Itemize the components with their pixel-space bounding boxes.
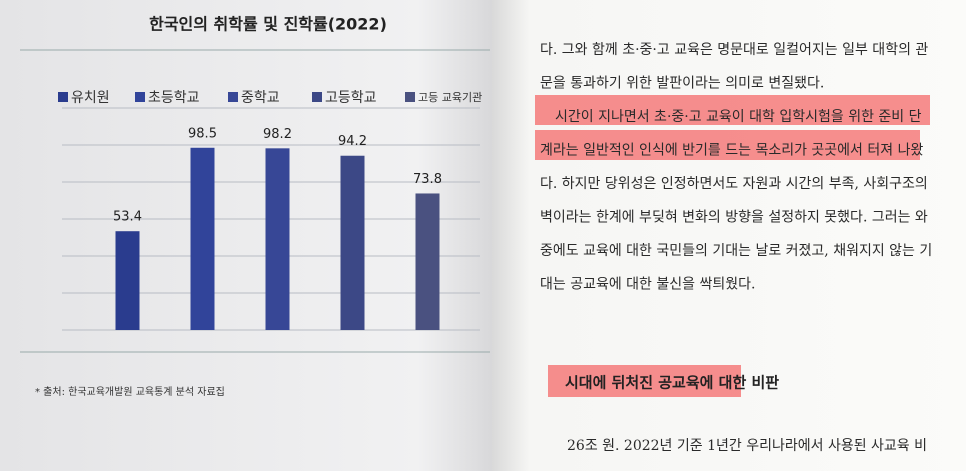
body-line: 다. 하지만 당위성은 인정하면서도 자원과 시간의 부족, 사회구조의 [540, 176, 928, 192]
bar [190, 147, 215, 330]
highlight [535, 95, 930, 125]
data-label: 53.4 [113, 210, 142, 225]
legend-label: 초등학교 [148, 90, 200, 106]
legend-swatch [228, 92, 238, 102]
legend-swatch [405, 92, 415, 102]
legend-swatch [312, 92, 322, 102]
legend-label: 중학교 [241, 90, 280, 106]
body-line: 다. 그와 함께 초·중·고 교육은 명문대로 일컬어지는 일부 대학의 관 [540, 42, 928, 58]
data-label: 94.2 [338, 134, 367, 149]
bar [115, 231, 140, 330]
body-line: 중에도 교육에 대한 국민들의 기대는 날로 커졌고, 채워지지 않는 기 [540, 243, 932, 259]
bar [415, 193, 440, 330]
body-line: 계라는 일반적인 인식에 반기를 드는 목소리가 곳곳에서 터져 나왔 [540, 143, 923, 159]
legend-swatch [58, 92, 68, 102]
body-line: 26조 원. 2022년 기준 1년간 우리나라에서 사용된 사교육 비 [567, 438, 927, 454]
body-line: 대는 공교육에 대한 불신을 싹틔웠다. [540, 277, 755, 293]
body-line: 벽이라는 한계에 부딪혀 변화의 방향을 설정하지 못했다. 그러는 와 [540, 210, 928, 226]
left-page [0, 0, 492, 471]
data-label: 73.8 [413, 172, 442, 187]
section-heading: 시대에 뒤처진 공교육에 대한 비판 [565, 374, 779, 392]
data-label: 98.5 [188, 126, 217, 141]
legend-label: 고등학교 [325, 90, 377, 106]
legend-label: 유치원 [71, 90, 110, 106]
chart-title: 한국인의 취학률 및 진학률(2022) [149, 15, 387, 34]
highlight [548, 365, 741, 397]
data-label: 98.2 [263, 127, 292, 142]
body-line: 시간이 지나면서 초·중·고 교육이 대학 입학시험을 위한 준비 단 [555, 109, 922, 125]
legend-label: 고등 교육기관 [418, 91, 482, 104]
bar [265, 148, 290, 330]
highlight [535, 130, 920, 160]
bar [340, 155, 365, 330]
legend-swatch [135, 92, 145, 102]
source: * 출처: 한국교육개발원 교육통계 분석 자료집 [35, 386, 225, 398]
body-line: 문을 통과하기 위한 발판이라는 의미로 변질됐다. [540, 76, 824, 92]
right-page [492, 0, 966, 471]
